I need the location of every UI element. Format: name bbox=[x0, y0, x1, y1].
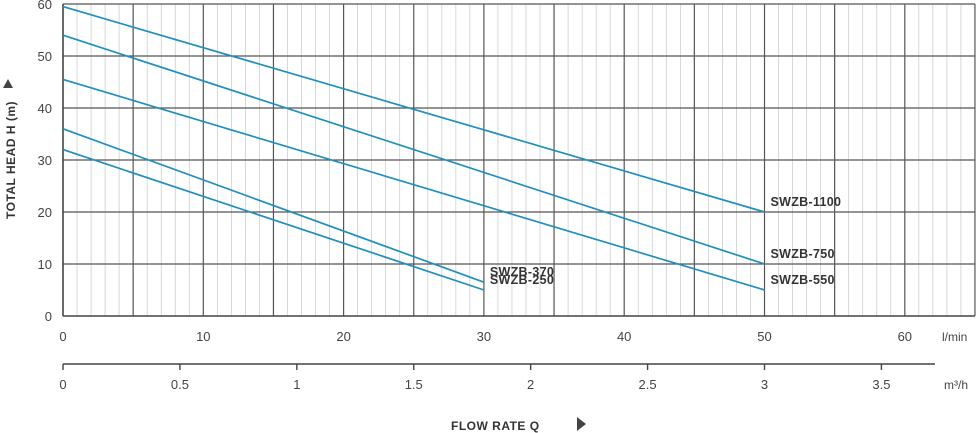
x2-unit-label: m³/h bbox=[944, 378, 968, 392]
y-tick-label: 0 bbox=[45, 309, 52, 324]
secondary-x-tick-label: 1 bbox=[293, 377, 300, 392]
y-tick-label: 10 bbox=[38, 257, 52, 272]
secondary-x-axis: 0 0.5 1 1.5 2 2.5 3 3.5 bbox=[59, 363, 935, 392]
x-tick-label: 20 bbox=[336, 329, 350, 344]
series-lines bbox=[62, 5, 765, 291]
y-tick-label: 30 bbox=[38, 153, 52, 168]
x-tick-label: 0 bbox=[59, 329, 66, 344]
x-tick-label: 30 bbox=[477, 329, 491, 344]
x-tick-label: 10 bbox=[196, 329, 210, 344]
series-label-swzb-750: SWZB-750 bbox=[771, 247, 835, 261]
x-tick-label: 50 bbox=[757, 329, 771, 344]
y-tick-label: 60 bbox=[38, 0, 52, 12]
series-line-swzb-750 bbox=[62, 34, 765, 265]
y-axis-title-group: TOTAL HEAD H (m) bbox=[4, 101, 18, 219]
x-axis-arrow-icon bbox=[577, 417, 586, 431]
secondary-x-tick-label: 0.5 bbox=[171, 377, 189, 392]
major-grid bbox=[62, 3, 976, 317]
series-labels: SWZB-1100 SWZB-750 SWZB-550 SWZB-370SWZB-25… bbox=[490, 195, 841, 287]
series-label-swzb-250: SWZB-250 bbox=[490, 273, 554, 287]
series-line-swzb-1100 bbox=[62, 5, 765, 213]
x-tick-label: 60 bbox=[898, 329, 912, 344]
series-line-swzb-550 bbox=[62, 78, 765, 291]
x-axis-title: FLOW RATE Q bbox=[451, 419, 540, 433]
secondary-x-tick-label: 3 bbox=[761, 377, 768, 392]
y-axis-title: TOTAL HEAD H (m) bbox=[4, 101, 18, 219]
secondary-x-tick-label: 1.5 bbox=[405, 377, 423, 392]
secondary-x-tick-label: 0 bbox=[59, 377, 66, 392]
y-axis-arrow-icon bbox=[3, 79, 13, 88]
series-label-swzb-1100: SWZB-1100 bbox=[771, 195, 842, 209]
y-tick-label: 40 bbox=[38, 101, 52, 116]
series-label-swzb-370: SWZB-370 bbox=[490, 265, 554, 279]
series-line-swzb-370 bbox=[62, 128, 485, 283]
secondary-x-tick-label: 2 bbox=[527, 377, 534, 392]
y-tick-label: 20 bbox=[38, 205, 52, 220]
series-label-swzb-550: SWZB-550 bbox=[771, 273, 835, 287]
x-tick-label: 40 bbox=[617, 329, 631, 344]
y-tick-labels: 0 10 20 30 40 50 60 bbox=[38, 0, 52, 324]
secondary-x-tick-label: 3.5 bbox=[872, 377, 890, 392]
series-line-swzb-250 bbox=[62, 148, 485, 291]
x-tick-labels: 0 10 20 30 40 50 60 bbox=[59, 329, 912, 344]
secondary-x-tick-label: 2.5 bbox=[639, 377, 657, 392]
x-unit-label: l/min bbox=[942, 330, 967, 344]
y-tick-label: 50 bbox=[38, 49, 52, 64]
